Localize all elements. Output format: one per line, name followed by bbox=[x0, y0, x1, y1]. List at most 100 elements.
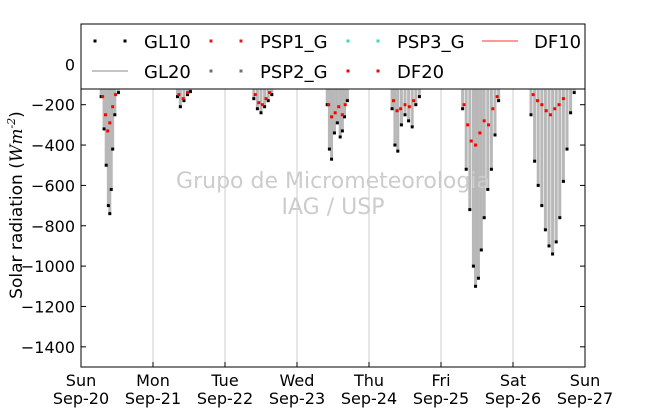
df20-point-0 bbox=[101, 95, 105, 99]
gl10-point-2 bbox=[104, 163, 108, 167]
watermark-line-2: IAG / USP bbox=[282, 195, 385, 220]
x-tick-date-1: Sep-21 bbox=[125, 389, 181, 408]
gl10-point-38 bbox=[461, 107, 465, 111]
x-tick-date-3: Sep-23 bbox=[269, 389, 325, 408]
gl10-point-43 bbox=[476, 276, 480, 280]
df20-point-1 bbox=[103, 113, 107, 117]
df20-point-35 bbox=[531, 93, 535, 97]
legend-marker-2-0 bbox=[346, 39, 350, 43]
gl10-point-37 bbox=[417, 95, 421, 99]
gl10-point-41 bbox=[471, 264, 475, 268]
legend-label-1: PSP1_G bbox=[260, 32, 328, 53]
df20-point-18 bbox=[340, 113, 344, 117]
gl10-point-34 bbox=[407, 119, 411, 123]
legend-label-6: DF20 bbox=[397, 62, 444, 83]
gl10-point-47 bbox=[489, 167, 493, 171]
legend-marker-5-0 bbox=[209, 69, 213, 73]
gl10-point-6 bbox=[111, 147, 115, 151]
gl10-point-49 bbox=[497, 99, 501, 103]
y-tick-label-0: 0 bbox=[65, 55, 75, 74]
df20-point-2 bbox=[106, 129, 110, 133]
legend-box bbox=[80, 23, 586, 90]
gl10-point-55 bbox=[547, 244, 551, 248]
df20-point-3 bbox=[108, 121, 112, 125]
x-tick-day-4: Thu bbox=[353, 371, 384, 390]
gl10-point-1 bbox=[102, 127, 106, 131]
df20-point-15 bbox=[330, 115, 334, 119]
legend-label-2: PSP3_G bbox=[397, 32, 465, 53]
gl10-point-27 bbox=[343, 115, 347, 119]
gl10-point-17 bbox=[263, 105, 267, 109]
gl10-point-45 bbox=[482, 216, 486, 220]
gl10-point-39 bbox=[464, 167, 468, 171]
gl10-point-19 bbox=[270, 93, 274, 97]
legend-label-3: DF10 bbox=[534, 32, 581, 53]
df20-point-40 bbox=[553, 107, 557, 111]
y-axis-label: Solar radiation (Wm-2) bbox=[5, 111, 27, 299]
legend-marker-5-1 bbox=[239, 69, 243, 73]
df20-point-25 bbox=[412, 99, 416, 103]
y-tick-label-3: −600 bbox=[31, 176, 75, 195]
data-points bbox=[99, 90, 576, 288]
gl10-point-25 bbox=[338, 135, 342, 139]
df20-point-6 bbox=[177, 93, 181, 97]
df20-point-12 bbox=[264, 97, 268, 101]
gl10-point-12 bbox=[186, 93, 190, 97]
gl10-point-48 bbox=[493, 133, 497, 137]
df20-point-29 bbox=[474, 143, 478, 147]
df20-point-38 bbox=[544, 109, 548, 113]
df20-point-10 bbox=[257, 101, 261, 105]
gl10-point-36 bbox=[414, 103, 418, 107]
df20-point-28 bbox=[469, 139, 473, 143]
gl10-point-44 bbox=[479, 248, 483, 252]
gl10-point-14 bbox=[252, 97, 256, 101]
gl10-point-32 bbox=[399, 123, 403, 127]
gl10-point-50 bbox=[529, 113, 533, 117]
df20-point-19 bbox=[343, 103, 347, 107]
x-tick-day-7: Sun bbox=[570, 371, 600, 390]
legend-label-5: PSP2_G bbox=[260, 62, 328, 83]
gl10-point-46 bbox=[486, 187, 490, 191]
gl10-point-30 bbox=[393, 143, 397, 147]
legend: GL10 PSP1_G PSP3_G DF10 GL20 PSP2_G DF20 bbox=[80, 23, 586, 90]
df20-point-17 bbox=[337, 105, 341, 109]
legend-marker-2-1 bbox=[376, 39, 380, 43]
df20-point-39 bbox=[548, 113, 552, 117]
y-tick-label-7: −1400 bbox=[21, 338, 75, 357]
legend-marker-6-0 bbox=[346, 69, 350, 73]
y-tick-label-4: −800 bbox=[31, 217, 75, 236]
df20-point-27 bbox=[466, 123, 470, 127]
df20-point-14 bbox=[327, 103, 331, 107]
df20-point-30 bbox=[478, 131, 482, 135]
gl10-point-5 bbox=[109, 187, 113, 191]
gl10-point-57 bbox=[554, 240, 558, 244]
df20-point-37 bbox=[540, 103, 544, 107]
df20-point-21 bbox=[395, 109, 399, 113]
gl10-point-9 bbox=[175, 95, 179, 99]
legend-marker-1-1 bbox=[239, 39, 243, 43]
df20-point-34 bbox=[495, 95, 499, 99]
x-tick-date-2: Sep-22 bbox=[197, 389, 253, 408]
gl10-point-21 bbox=[327, 147, 331, 151]
gl10-point-35 bbox=[410, 125, 414, 129]
legend-label-0: GL10 bbox=[144, 32, 191, 53]
gl10-point-61 bbox=[569, 111, 573, 115]
df20-point-33 bbox=[491, 107, 495, 111]
gl10-point-51 bbox=[533, 159, 537, 163]
gl10-point-60 bbox=[565, 147, 569, 151]
legend-marker-0-0 bbox=[93, 39, 97, 43]
df20-point-22 bbox=[399, 107, 403, 111]
gl10-point-26 bbox=[340, 129, 344, 133]
gl10-point-11 bbox=[182, 99, 186, 103]
gl10-point-58 bbox=[558, 216, 562, 220]
gl10-point-18 bbox=[266, 99, 270, 103]
gl10-point-15 bbox=[255, 107, 259, 111]
legend-marker-0-1 bbox=[123, 39, 127, 43]
df20-point-11 bbox=[260, 103, 264, 107]
gl10-point-62 bbox=[572, 91, 576, 95]
x-tick-date-6: Sep-26 bbox=[485, 389, 541, 408]
gl10-point-10 bbox=[178, 105, 182, 109]
df20-point-26 bbox=[462, 103, 466, 107]
x-tick-date-0: Sep-20 bbox=[53, 389, 109, 408]
gl10-point-3 bbox=[106, 204, 110, 208]
